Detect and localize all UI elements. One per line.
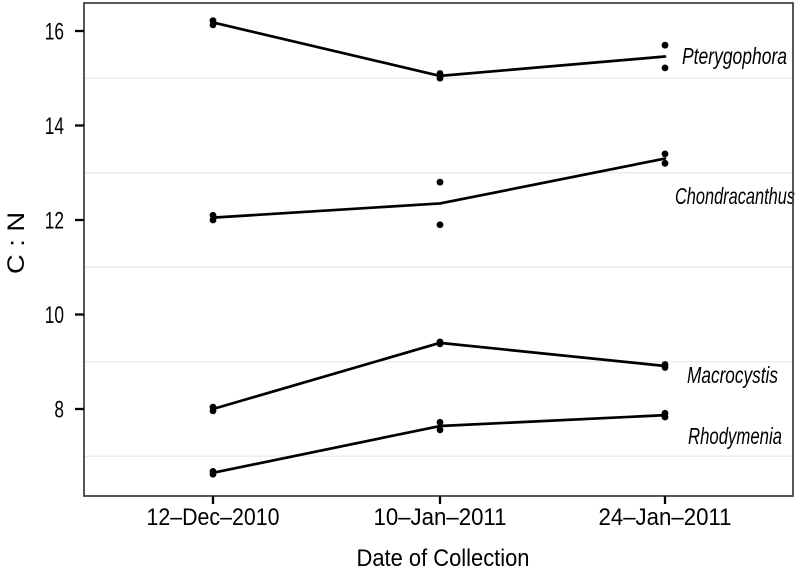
series-line-chondracanthus [211,157,667,219]
series-line-pterygophora [211,21,667,78]
data-point-pterygophora [209,17,217,25]
data-point-chondracanthus [661,150,669,158]
series-label-pterygophora: Pterygophora [682,43,787,69]
x-axis-title: Date of Collection [357,545,530,571]
data-point-chondracanthus [209,211,217,219]
series-line-macrocystis [211,341,667,411]
y-tick-label: 12 [45,208,64,235]
data-point-pterygophora [436,74,444,82]
x-tick-label: 24–Jan–2011 [599,504,732,531]
data-point-chondracanthus [436,178,444,186]
data-point-pterygophora [436,70,444,77]
data-point-rhodymenia [661,409,669,417]
y-tick-label: 10 [45,302,64,329]
series-label-rhodymenia: Rhodymenia [688,423,782,449]
data-point-pterygophora [661,64,669,72]
data-point-chondracanthus [661,159,669,167]
x-tick-label: 10–Jan–2011 [374,504,507,531]
data-point-pterygophora [661,41,669,49]
series-label-chondracanthus: Chondracanthus [675,183,795,209]
axis-layer: 8 10 12 14 16 12–Dec–2010 10–Jan–2011 24–Jan–20… [45,2,794,531]
series-label-macrocystis: Macrocystis [687,362,778,388]
gridline-layer [84,77,793,458]
data-point-macrocystis [661,361,669,368]
data-point-chondracanthus [209,216,217,224]
y-tick-label: 16 [45,19,64,46]
data-point-rhodymenia [436,418,444,426]
data-point-rhodymenia [209,467,217,475]
series-line-rhodymenia [211,413,667,475]
series-layer: Pterygophora Chondracanthus Macrocystis Rho… [209,17,795,478]
panel-border [83,2,794,497]
data-point-macrocystis [209,403,217,411]
data-point-macrocystis [436,338,444,346]
data-point-chondracanthus [436,221,444,229]
y-tick-label: 14 [45,113,64,140]
data-point-rhodymenia [436,426,444,434]
y-axis-title: C : N [3,212,30,274]
y-tick-label: 8 [54,397,64,424]
x-tick-label: 12–Dec–2010 [147,504,280,531]
